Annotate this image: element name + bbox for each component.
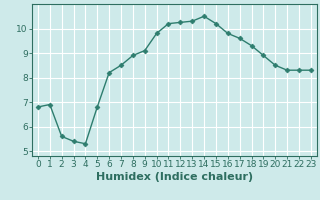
X-axis label: Humidex (Indice chaleur): Humidex (Indice chaleur)	[96, 172, 253, 182]
